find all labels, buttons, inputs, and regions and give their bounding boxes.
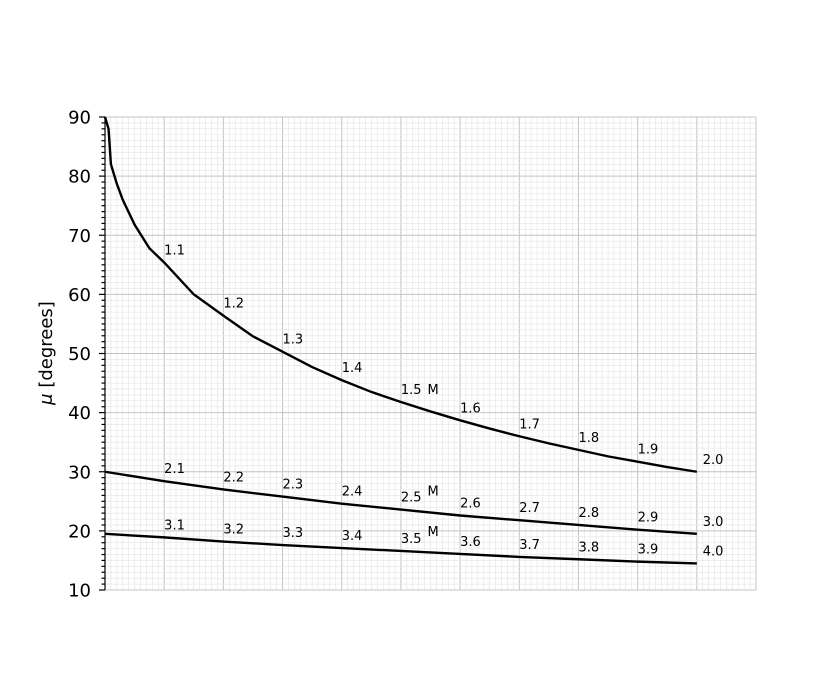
y-tick-label: 50 [68, 344, 91, 365]
y-axis-label: μ [degrees] [36, 301, 57, 406]
series-line-2 [104, 470, 697, 536]
mach-number-label: 1.9 [638, 443, 659, 458]
y-tick-label: 30 [68, 462, 91, 483]
mach-number-label: 3.6 [460, 535, 481, 550]
y-axis [99, 116, 106, 591]
mach-number-label: 2.4 [342, 485, 363, 500]
mach-number-label: 2.7 [519, 501, 540, 516]
y-axis-label-symbol: μ [36, 393, 57, 405]
mach-number-label: 1.5 [401, 383, 422, 398]
mach-number-label: 2.6 [460, 497, 481, 512]
mach-number-label: M [428, 383, 439, 398]
mach-number-label: M [428, 525, 439, 540]
y-tick-label: 80 [68, 167, 91, 188]
mach-number-label: 3.2 [223, 523, 244, 538]
series-line-1 [103, 116, 698, 473]
grid [104, 116, 757, 591]
y-tick-labels: 10 20 30 40 50 60 70 80 90 [68, 108, 91, 602]
mach-number-label: 3.4 [342, 529, 363, 544]
y-axis-label-text: [degrees] [36, 301, 57, 393]
mach-number-label: 2.2 [223, 470, 244, 485]
mach-number-label: 1.8 [578, 431, 599, 446]
mach-number-label: 3.0 [703, 515, 724, 530]
mach-number-label: 3.7 [519, 538, 540, 553]
mach-number-label: 3.5 [401, 532, 422, 547]
mach-number-label: 3.1 [164, 518, 185, 533]
y-tick-label: 60 [68, 285, 91, 306]
series-lines [103, 116, 698, 565]
y-tick-label: 20 [68, 521, 91, 542]
mach-number-label: 1.2 [223, 297, 244, 312]
y-tick-label: 40 [68, 403, 91, 424]
mach-number-label: 3.3 [283, 526, 304, 541]
mach-number-label: 2.9 [638, 511, 659, 526]
mach-number-label: 4.0 [703, 544, 724, 559]
y-tick-label: 70 [68, 226, 91, 247]
mach-number-label: 1.7 [519, 417, 540, 432]
mach-number-label: 2.8 [578, 506, 599, 521]
series-line-3 [104, 532, 697, 565]
mach-number-label: 1.4 [342, 361, 363, 376]
mach-number-label: 1.6 [460, 401, 481, 416]
mach-number-label: 3.9 [638, 543, 659, 558]
mach-number-label: 2.3 [283, 478, 304, 493]
mach-number-label: M [428, 485, 439, 500]
y-tick-label: 10 [68, 581, 91, 602]
mach-labels: 1.1 1.2 1.3 1.4 1.5 1.6 1.7 1.8 1.9 2.0 M 2.1 2.2 2.3… [164, 243, 723, 559]
mach-number-label: 1.3 [283, 333, 304, 348]
mach-number-label: 3.8 [578, 540, 599, 555]
mach-number-label: 1.1 [164, 243, 185, 258]
mach-number-label: 2.1 [164, 462, 185, 477]
y-tick-label: 90 [68, 108, 91, 129]
mach-number-label: 2.5 [401, 491, 422, 506]
mach-number-label: 2.0 [703, 453, 724, 468]
